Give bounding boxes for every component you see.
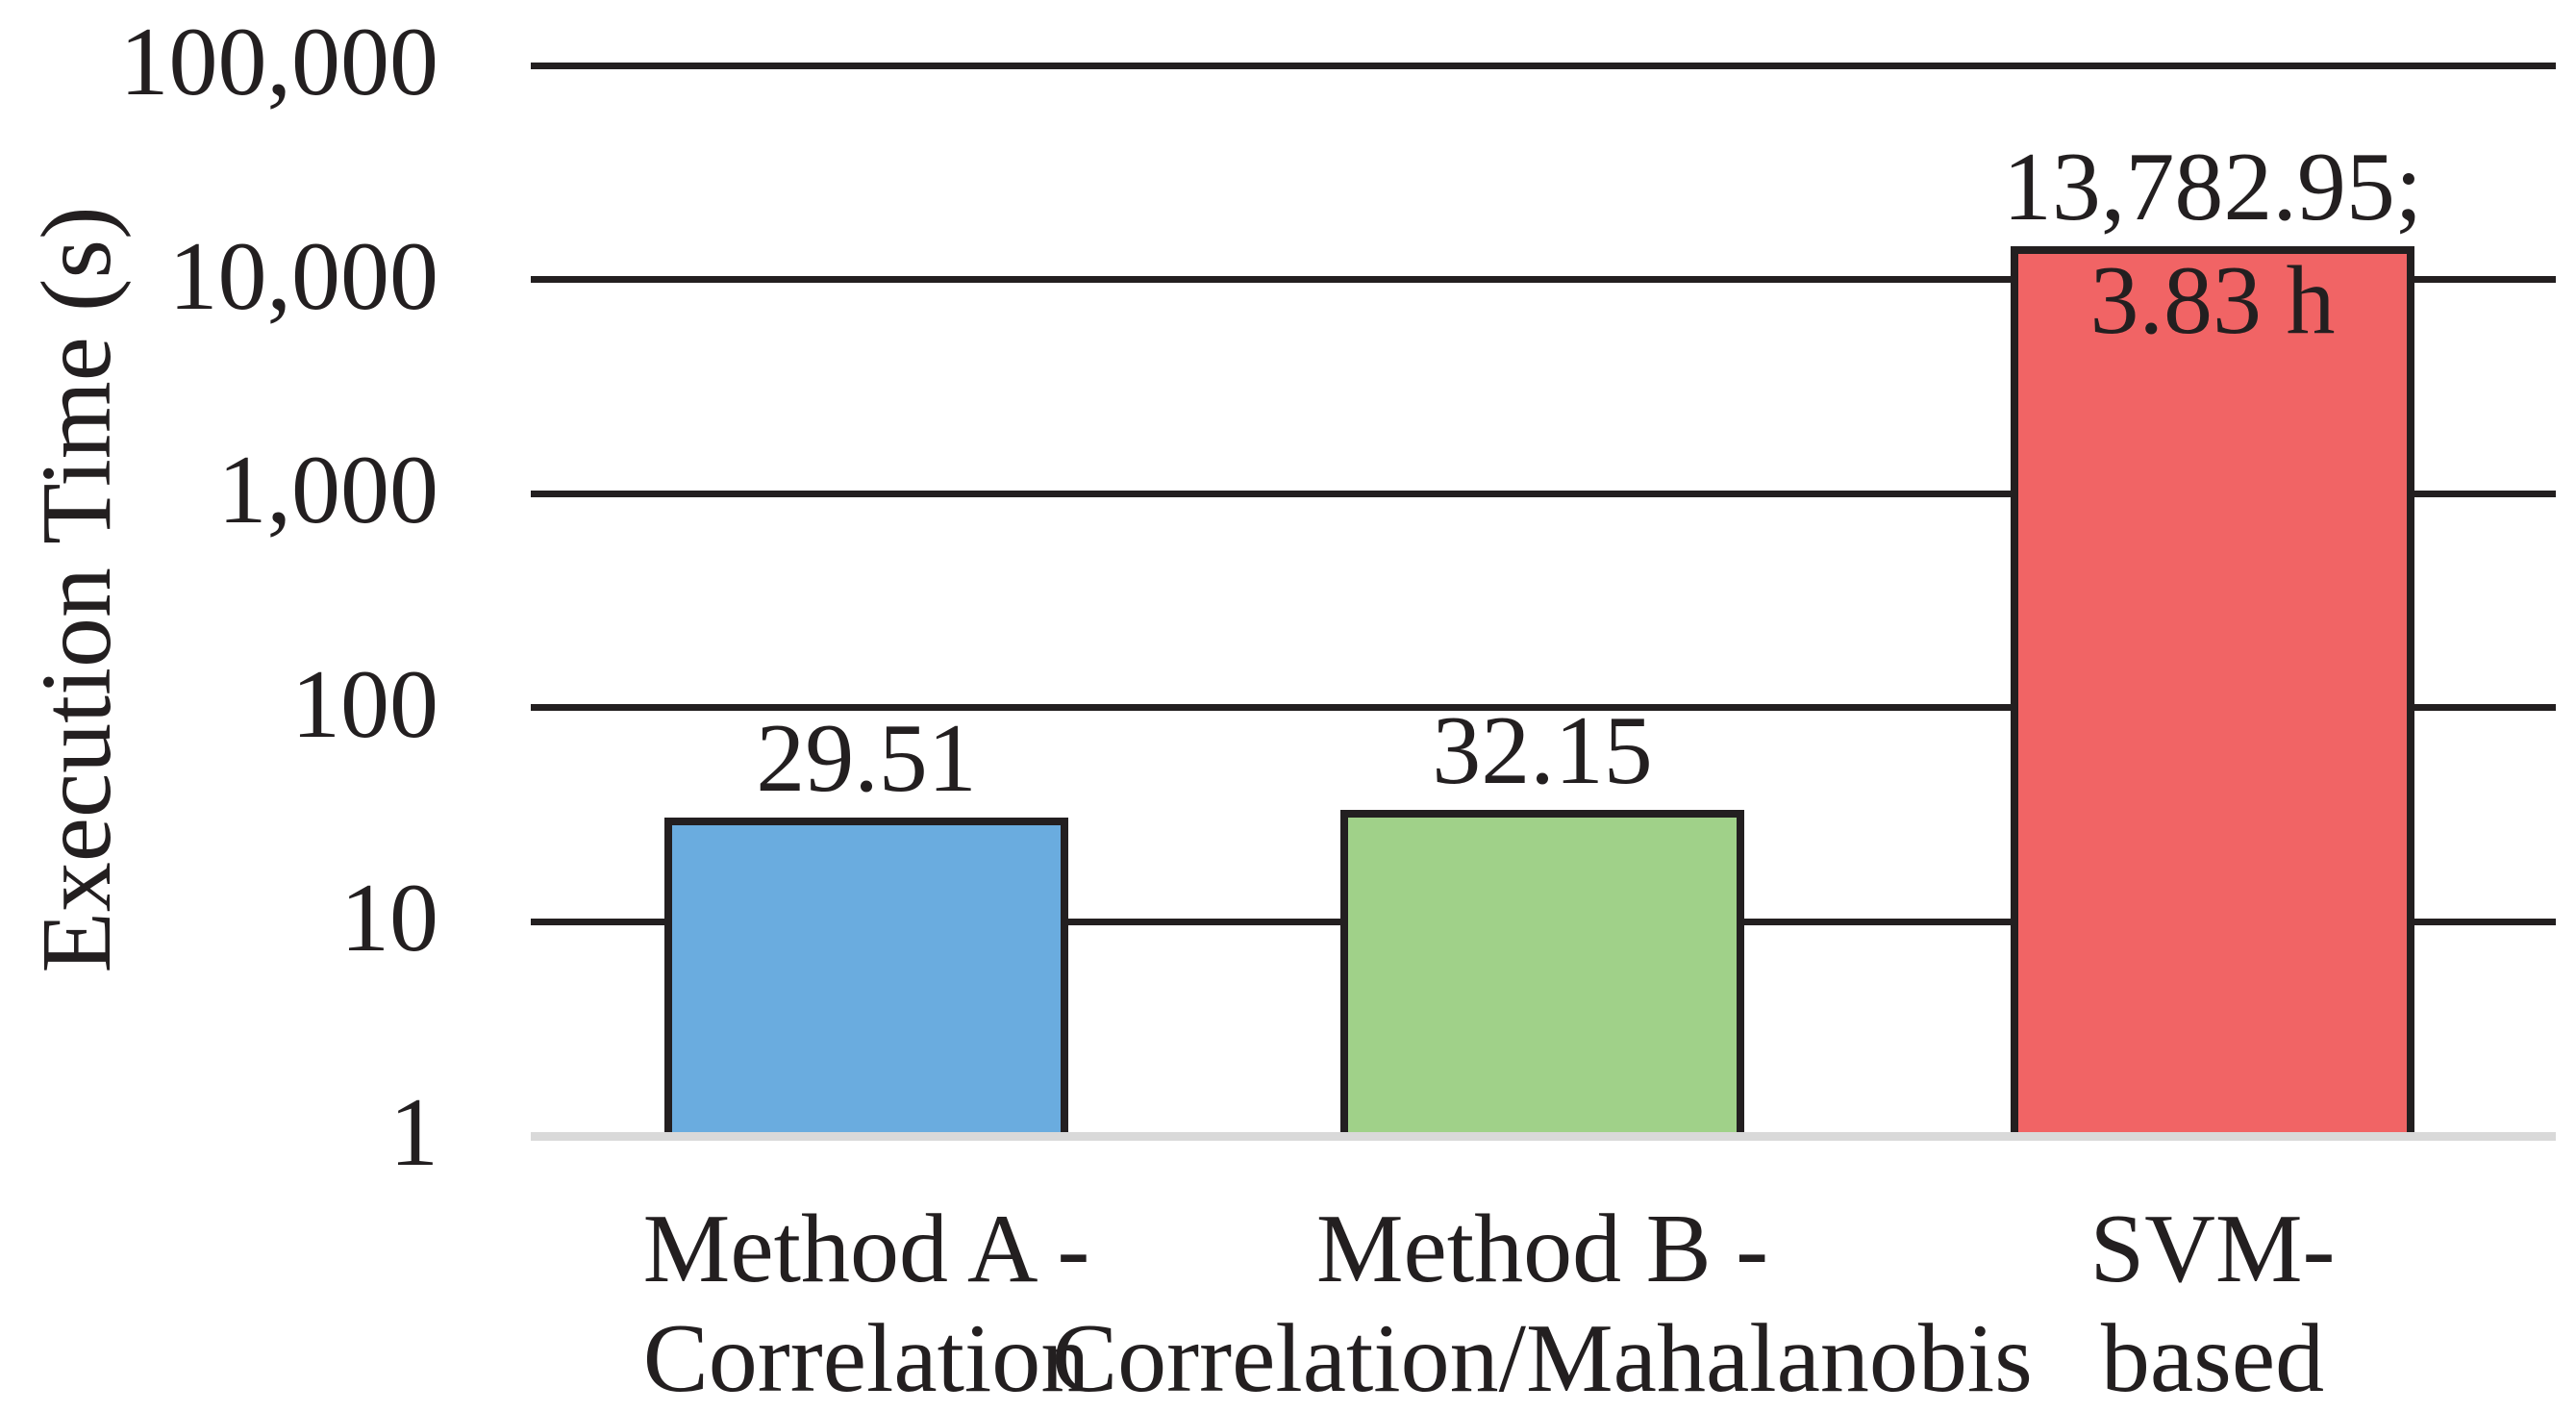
x-category-label-method-a-correlation: Method A - Correlation: [642, 1195, 1090, 1412]
x-category-label-svm-based: SVM-based: [2089, 1195, 2336, 1412]
y-tick-label-100: 100: [291, 650, 438, 759]
y-tick-label-10: 10: [340, 864, 438, 972]
gridline-100: [531, 704, 2556, 711]
bar-inner-label-svm-based: 3.83 h: [2089, 246, 2336, 355]
bar-value-label-svm-based: 13,782.95;: [2002, 133, 2423, 241]
bar-value-label-method-a-correlation: 29.51: [756, 704, 977, 813]
y-tick-label-1000: 1,000: [217, 436, 439, 544]
bar-method-a-correlation: [664, 818, 1068, 1132]
bar-svm-based: [2011, 246, 2414, 1132]
x-category-label-method-b-correlation-mahalanobis: Method B - Correlation/Mahalanobis: [1052, 1195, 2033, 1412]
gridline-10000: [531, 276, 2556, 283]
bar-value-label-method-b-correlation-mahalanobis: 32.15: [1432, 696, 1653, 805]
y-tick-label-100000: 100,000: [119, 8, 439, 116]
y-tick-label-1: 1: [389, 1078, 438, 1187]
bar-method-b-correlation-mahalanobis: [1340, 810, 1744, 1132]
gridline-1000: [531, 491, 2556, 497]
y-tick-label-10000: 10,000: [168, 222, 439, 331]
gridline-100000: [531, 63, 2556, 69]
x-axis-baseline: [531, 1132, 2556, 1141]
